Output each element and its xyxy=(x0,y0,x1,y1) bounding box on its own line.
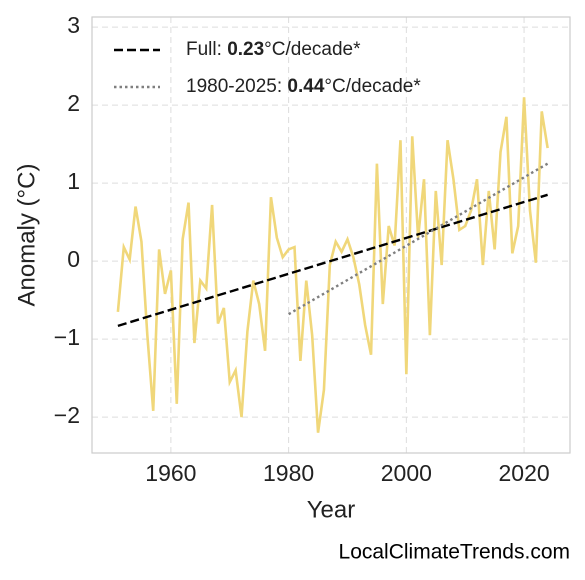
y-axis-label: Anomaly (°C) xyxy=(13,164,40,307)
legend-label: 1980-2025: 0.44°C/decade* xyxy=(186,76,421,97)
legend-rate: 0.23 xyxy=(227,39,264,60)
y-tick-label: 2 xyxy=(67,90,80,116)
x-axis-label: Year xyxy=(307,496,356,523)
trend-line xyxy=(288,162,549,316)
data-line xyxy=(116,97,549,433)
x-tick-label: 2020 xyxy=(498,460,549,486)
watermark: LocalClimateTrends.com xyxy=(339,541,570,564)
legend-rate: 0.44 xyxy=(287,76,324,97)
y-tick-label: 0 xyxy=(67,246,80,272)
plot-frame xyxy=(91,16,571,454)
legend-suffix: °C/decade* xyxy=(324,76,421,97)
trend-line xyxy=(117,193,548,328)
y-tick-label: 1 xyxy=(67,168,80,194)
legend-prefix: 1980-2025: xyxy=(186,76,287,97)
y-tick-label: 3 xyxy=(67,12,80,38)
legend-suffix: °C/decade* xyxy=(264,39,361,60)
x-tick-label: 1960 xyxy=(145,460,196,486)
x-tick-label: 2000 xyxy=(381,460,432,486)
legend-prefix: Full: xyxy=(186,39,227,60)
y-tick-label: −2 xyxy=(54,402,80,428)
x-tick-label: 1980 xyxy=(263,460,314,486)
y-tick-label: −1 xyxy=(54,324,80,350)
legend-label: Full: 0.23°C/decade* xyxy=(186,39,361,60)
